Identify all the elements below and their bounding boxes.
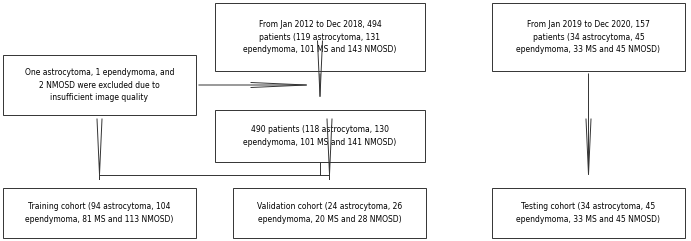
FancyBboxPatch shape	[215, 3, 425, 71]
FancyBboxPatch shape	[3, 55, 196, 115]
FancyBboxPatch shape	[3, 188, 196, 238]
FancyBboxPatch shape	[233, 188, 426, 238]
Text: One astrocytoma, 1 ependymoma, and
2 NMOSD were excluded due to
insufficient ima: One astrocytoma, 1 ependymoma, and 2 NMO…	[25, 68, 174, 102]
Text: Testing cohort (34 astrocytoma, 45
ependymoma, 33 MS and 45 NMOSD): Testing cohort (34 astrocytoma, 45 epend…	[516, 202, 661, 224]
Text: From Jan 2012 to Dec 2018, 494
patients (119 astrocytoma, 131
ependymoma, 101 MS: From Jan 2012 to Dec 2018, 494 patients …	[243, 20, 397, 54]
Text: 490 patients (118 astrocytoma, 130
ependymoma, 101 MS and 141 NMOSD): 490 patients (118 astrocytoma, 130 epend…	[243, 125, 397, 147]
Text: From Jan 2019 to Dec 2020, 157
patients (34 astrocytoma, 45
ependymoma, 33 MS an: From Jan 2019 to Dec 2020, 157 patients …	[516, 20, 661, 54]
FancyBboxPatch shape	[492, 188, 685, 238]
Text: Validation cohort (24 astrocytoma, 26
ependymoma, 20 MS and 28 NMOSD): Validation cohort (24 astrocytoma, 26 ep…	[257, 202, 402, 224]
FancyBboxPatch shape	[215, 110, 425, 162]
FancyBboxPatch shape	[492, 3, 685, 71]
Text: Training cohort (94 astrocytoma, 104
ependymoma, 81 MS and 113 NMOSD): Training cohort (94 astrocytoma, 104 epe…	[26, 202, 173, 224]
